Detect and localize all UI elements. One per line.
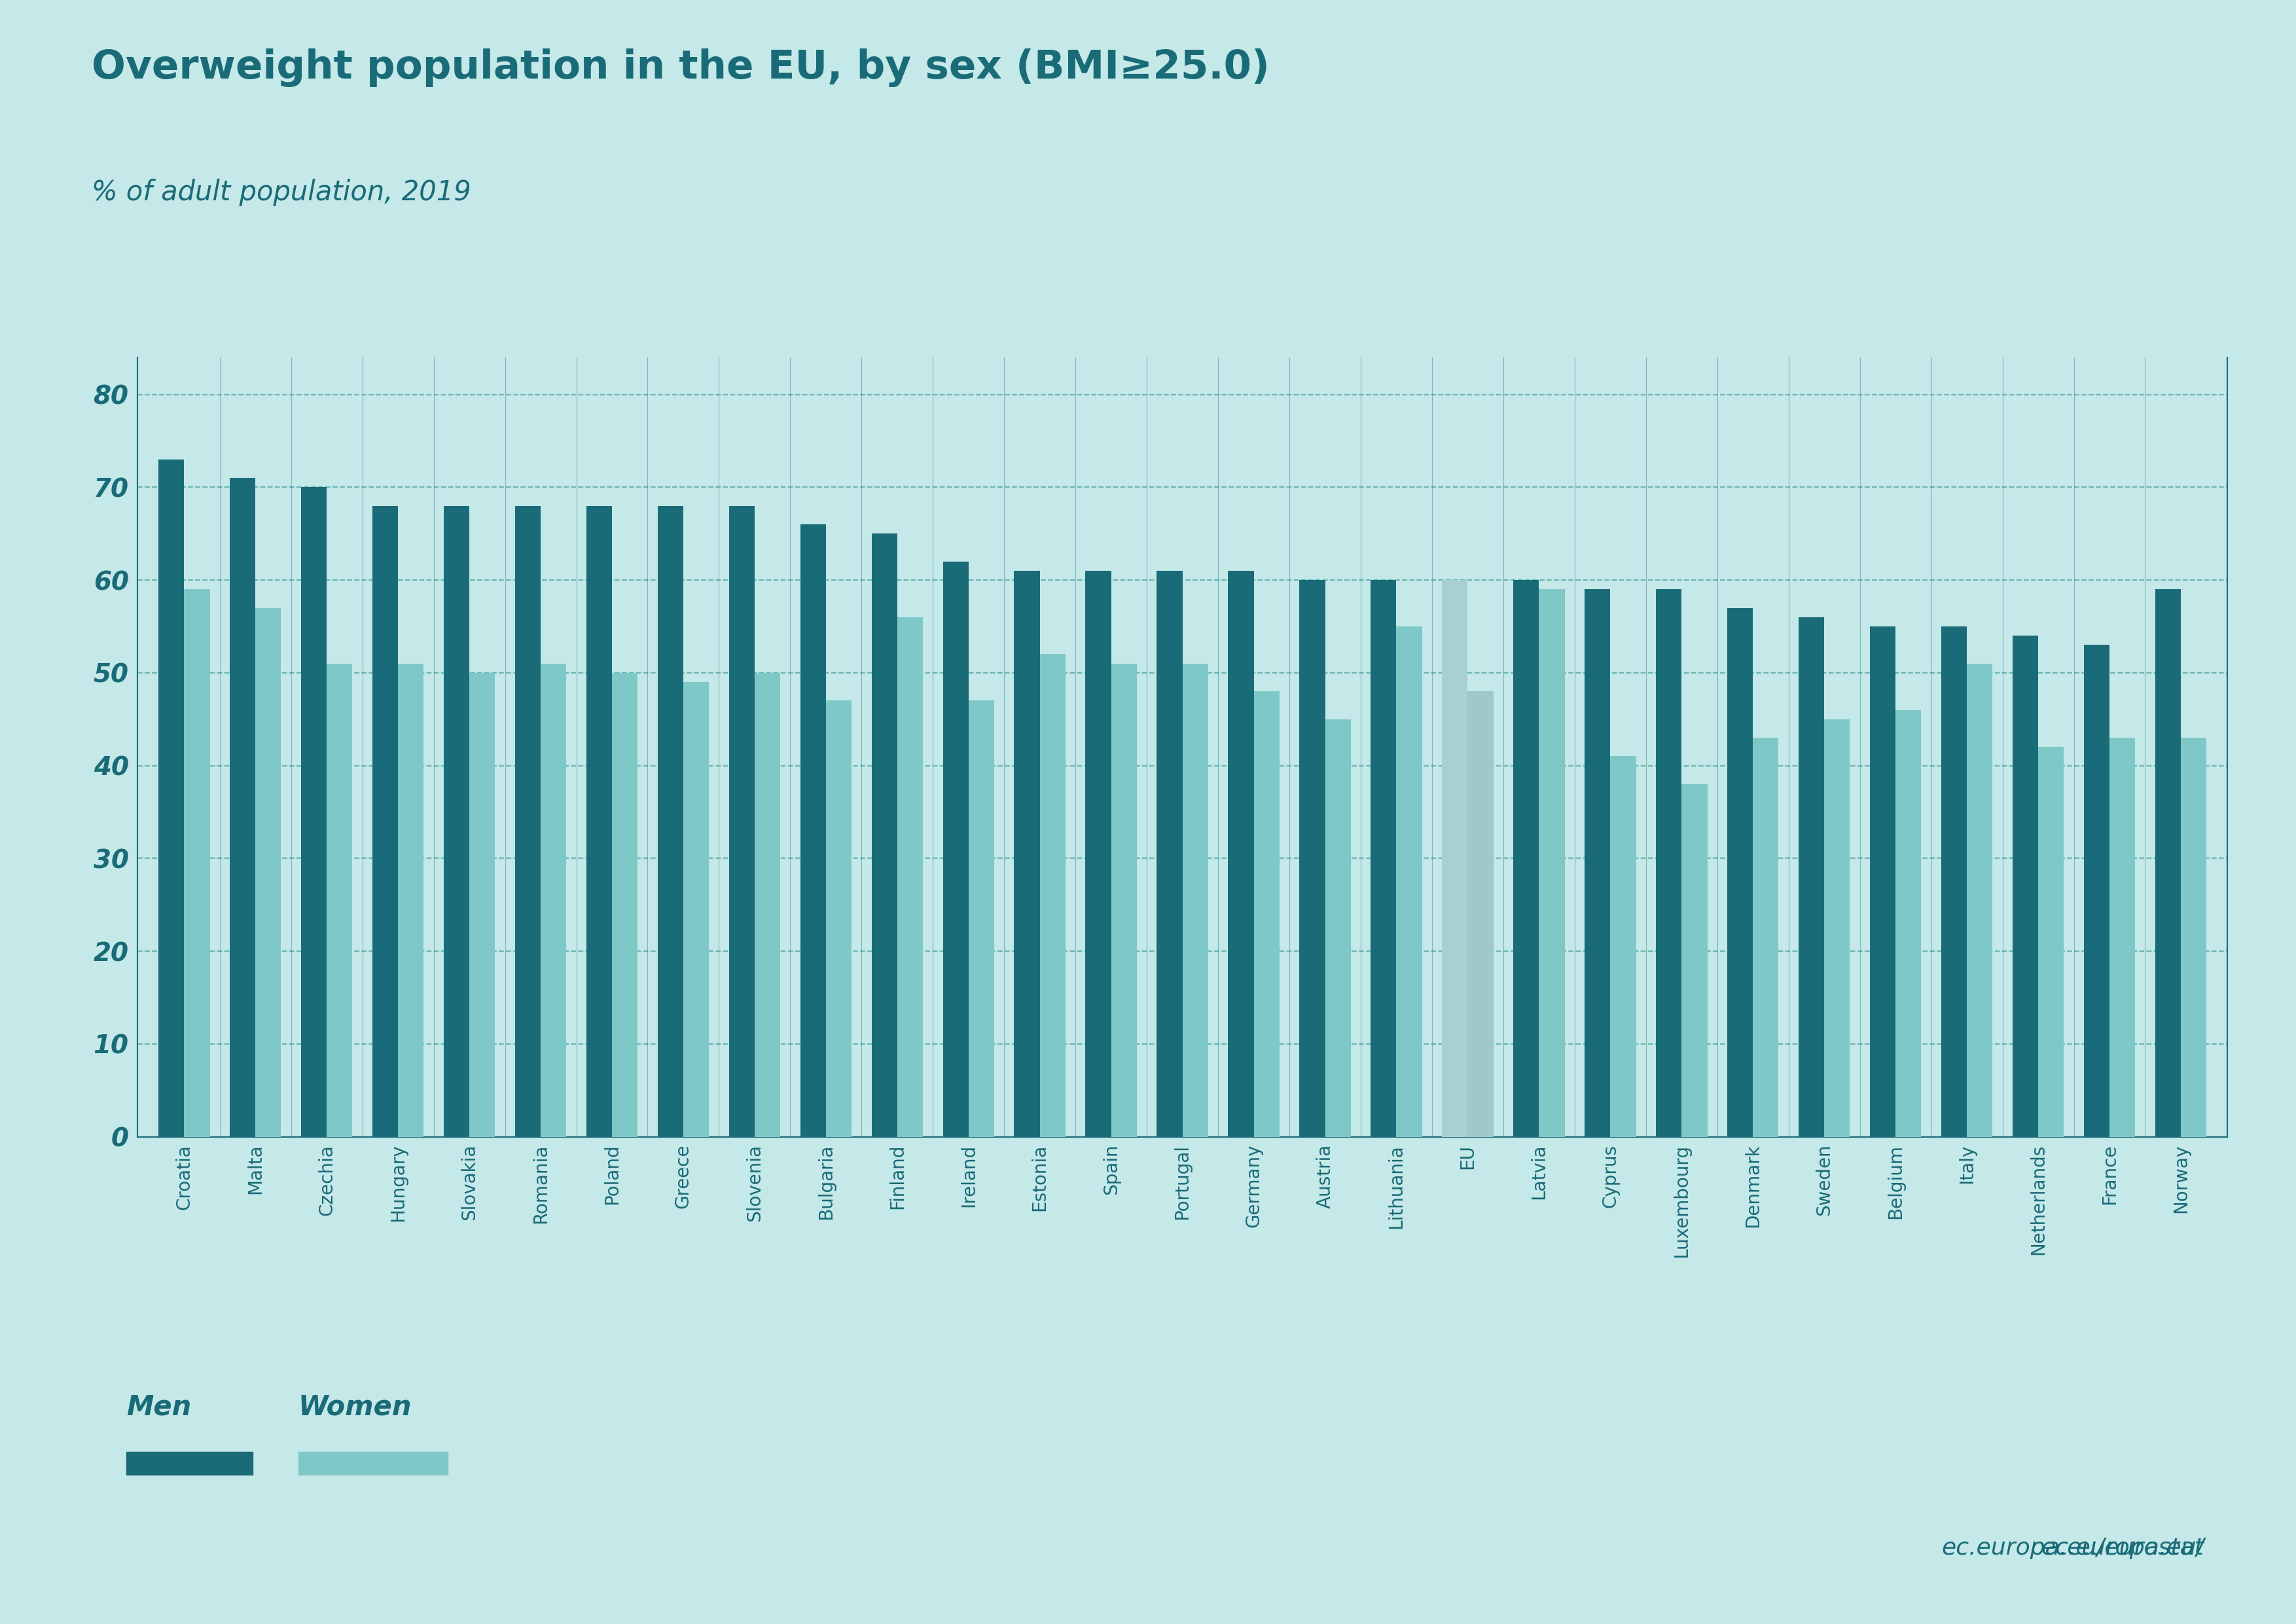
Bar — [1681, 784, 1708, 1137]
Bar — [1371, 580, 1396, 1137]
Bar — [827, 700, 852, 1137]
Bar — [2014, 635, 2039, 1137]
Bar — [1825, 719, 1851, 1137]
Bar — [1111, 664, 1137, 1137]
Bar — [755, 672, 781, 1137]
Bar — [230, 477, 255, 1137]
Bar — [1015, 570, 1040, 1137]
Bar — [657, 505, 684, 1137]
Bar — [1396, 627, 1421, 1137]
Bar — [514, 505, 540, 1137]
Bar — [255, 607, 280, 1137]
Bar — [872, 534, 898, 1137]
Bar — [1869, 627, 1896, 1137]
Bar — [1727, 607, 1752, 1137]
Bar — [1513, 580, 1538, 1137]
Bar — [1228, 570, 1254, 1137]
Bar — [443, 505, 468, 1137]
Bar — [184, 590, 209, 1137]
Text: ec.europa.eu/: ec.europa.eu/ — [2041, 1536, 2204, 1559]
Bar — [326, 664, 351, 1137]
Bar — [2085, 645, 2110, 1137]
Bar — [1254, 692, 1279, 1137]
Bar — [1182, 664, 1208, 1137]
Bar — [944, 562, 969, 1137]
Bar — [1467, 692, 1492, 1137]
Bar — [1538, 590, 1564, 1137]
Bar — [1040, 654, 1065, 1137]
Bar — [1798, 617, 1825, 1137]
Text: ec.europa.eu/eurostat: ec.europa.eu/eurostat — [1942, 1536, 2204, 1559]
Text: Men: Men — [126, 1393, 191, 1421]
Bar — [585, 505, 613, 1137]
Text: % of adult population, 2019: % of adult population, 2019 — [92, 179, 471, 206]
Text: Overweight population in the EU, by sex (BMI≥25.0): Overweight population in the EU, by sex … — [92, 49, 1270, 88]
Bar — [728, 505, 755, 1137]
Bar — [2156, 590, 2181, 1137]
Bar — [1752, 737, 1779, 1137]
Bar — [397, 664, 425, 1137]
Bar — [372, 505, 397, 1137]
Bar — [684, 682, 709, 1137]
Bar — [1896, 710, 1922, 1137]
Bar — [969, 700, 994, 1137]
Text: Women: Women — [298, 1393, 411, 1421]
Bar — [301, 487, 326, 1137]
Bar — [158, 460, 184, 1137]
Bar — [1940, 627, 1968, 1137]
Bar — [2181, 737, 2206, 1137]
Bar — [1968, 664, 1993, 1137]
Bar — [2110, 737, 2135, 1137]
Bar — [898, 617, 923, 1137]
Bar — [801, 525, 827, 1137]
Bar — [540, 664, 567, 1137]
Bar — [1442, 580, 1467, 1137]
Bar — [468, 672, 496, 1137]
Bar — [1609, 757, 1637, 1137]
Bar — [1157, 570, 1182, 1137]
Bar — [1325, 719, 1350, 1137]
Bar — [1086, 570, 1111, 1137]
Bar — [1584, 590, 1609, 1137]
Bar — [613, 672, 638, 1137]
Bar — [1300, 580, 1325, 1137]
Bar — [2039, 747, 2064, 1137]
Bar — [1655, 590, 1681, 1137]
